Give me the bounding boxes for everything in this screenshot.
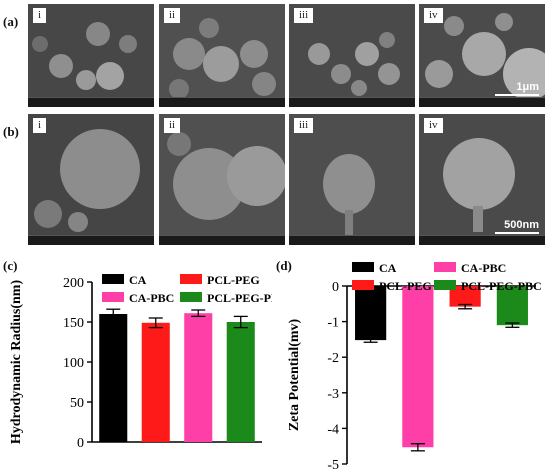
legend-label: PCL-PEG-PBC <box>207 291 272 305</box>
y-tick-label: -2 <box>327 351 339 366</box>
bar-pcl-peg <box>141 322 170 442</box>
bar-pcl-peg-pbc <box>496 286 528 326</box>
legend-swatch <box>180 274 202 284</box>
zeta-potential-chart: 0 -1 -2 -3 -4 -5 Zeta Potential(mv) CA CA-PBC PCL… <box>287 262 542 473</box>
legend-swatch <box>352 280 374 290</box>
y-tick-label: -5 <box>327 458 339 473</box>
y-tick-label: -1 <box>327 316 339 331</box>
row-a-label: (a) <box>3 14 19 29</box>
sem-image-b-ii: ii <box>159 114 285 245</box>
row-b-label: (b) <box>3 124 19 139</box>
sem-texture <box>419 114 545 245</box>
sem-info-bar <box>159 97 285 107</box>
subpanel-tag: iv <box>424 118 443 133</box>
legend-swatch <box>180 292 202 302</box>
subpanel-tag: ii <box>164 8 181 23</box>
y-tick-label: 200 <box>63 276 84 291</box>
scale-bar-label: 1μm <box>516 81 539 93</box>
subpanel-tag: i <box>33 118 47 133</box>
y-tick-label: 100 <box>63 356 84 371</box>
legend-label: CA-PBC <box>129 291 174 305</box>
sem-info-bar <box>419 235 545 245</box>
sem-texture <box>28 4 154 107</box>
panel-c-label: (c) <box>3 258 18 273</box>
sem-texture <box>289 114 415 245</box>
sem-image-b-iv: iv 500nm <box>419 114 545 245</box>
sem-texture <box>28 114 154 245</box>
subpanel-tag: i <box>33 8 47 23</box>
scale-bar-label: 500nm <box>504 219 539 231</box>
bar-ca <box>355 286 387 341</box>
y-tick-label: -4 <box>327 422 339 437</box>
y-axis-title: Hydrodynamic Radius(nm) <box>9 280 24 445</box>
sem-texture <box>159 114 285 245</box>
bar-pcl-peg <box>449 286 481 307</box>
bar-pcl-peg-pbc <box>226 322 255 442</box>
legend-swatch <box>102 274 124 284</box>
subpanel-tag: ii <box>164 118 181 133</box>
legend-swatch <box>102 292 124 302</box>
bar-ca-pbc <box>184 313 213 442</box>
sem-info-bar <box>289 97 415 107</box>
sem-info-bar <box>289 235 415 245</box>
panel-d-label: (d) <box>276 258 292 273</box>
legend-label: CA <box>129 273 147 287</box>
sem-image-a-i: i <box>28 4 154 107</box>
y-tick-label: 50 <box>70 396 84 411</box>
sem-image-a-iii: iii <box>289 4 415 107</box>
scale-bar <box>495 232 539 234</box>
y-tick-label: 0 <box>332 280 339 295</box>
legend-label: CA-PBC <box>461 262 506 275</box>
sem-texture <box>159 4 285 107</box>
hydrodynamic-radius-chart: 0 50 100 150 200 Hydrodynamic Radius(nm) CA PCL… <box>9 273 272 451</box>
legend-label: PCL-PEG <box>207 273 260 287</box>
legend-swatch <box>352 262 374 272</box>
y-tick-label: -3 <box>327 387 339 402</box>
sem-image-a-iv: iv 1μm <box>419 4 545 107</box>
bar-ca <box>99 314 128 442</box>
sem-image-a-ii: ii <box>159 4 285 107</box>
subpanel-tag: iii <box>294 118 314 133</box>
legend-label: PCL-PEG <box>379 279 432 293</box>
subpanel-tag: iv <box>424 8 443 23</box>
subpanel-tag: iii <box>294 8 314 23</box>
sem-image-b-i: i <box>28 114 154 245</box>
scale-bar <box>495 94 539 96</box>
y-axis-title: Zeta Potential(mv) <box>287 318 302 431</box>
legend-swatch <box>434 262 456 272</box>
sem-image-b-iii: iii <box>289 114 415 245</box>
bar-ca-pbc <box>402 286 434 448</box>
sem-info-bar <box>28 97 154 107</box>
legend-swatch <box>434 280 456 290</box>
legend-label: PCL-PEG-PBC <box>461 279 542 293</box>
sem-info-bar <box>419 97 545 107</box>
sem-info-bar <box>28 235 154 245</box>
sem-info-bar <box>159 235 285 245</box>
legend-label: CA <box>379 262 397 275</box>
y-tick-label: 150 <box>63 316 84 331</box>
y-tick-label: 0 <box>77 436 84 451</box>
